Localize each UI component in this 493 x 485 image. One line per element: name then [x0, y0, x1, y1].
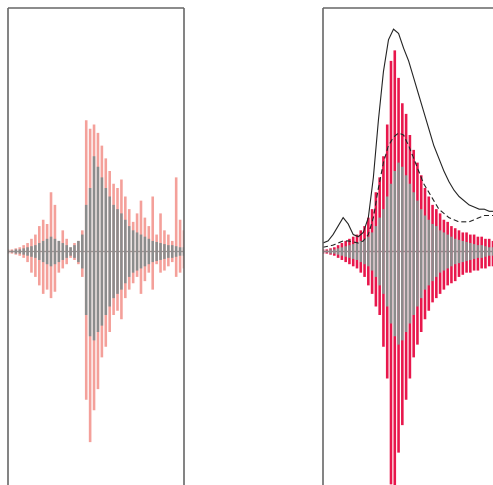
right-series-3-line [323, 132, 493, 248]
left-panel [7, 7, 185, 485]
right-series-2-line [323, 28, 493, 244]
right-panel [322, 7, 493, 485]
left-plot-area [8, 120, 184, 443]
right-plot-area [323, 28, 493, 485]
